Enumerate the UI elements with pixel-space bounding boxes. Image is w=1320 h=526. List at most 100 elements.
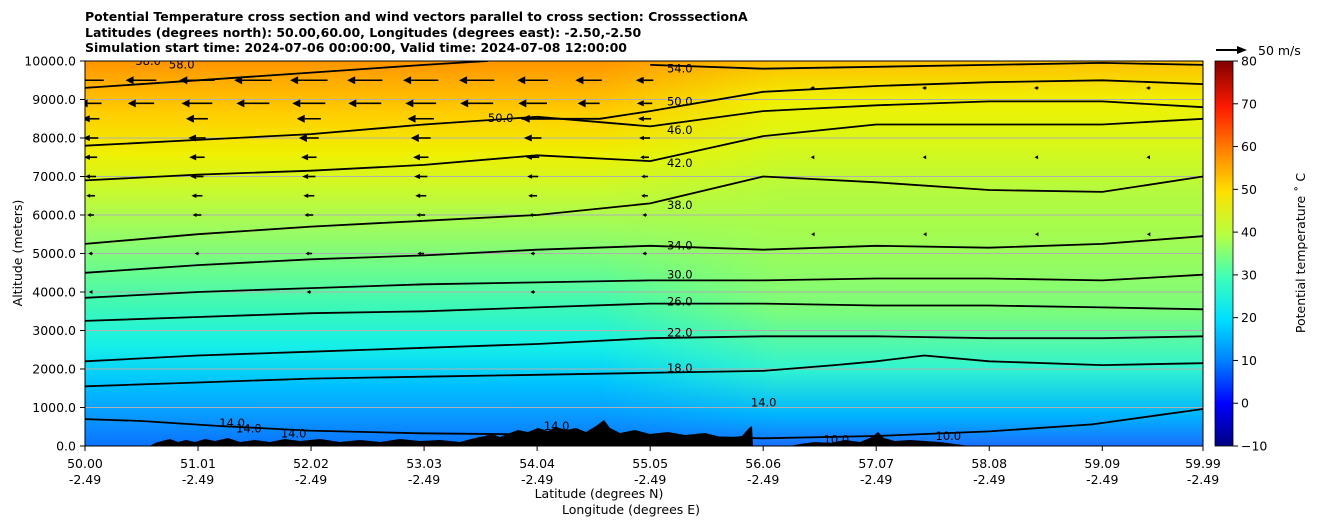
wind-arrow-head [642, 213, 646, 217]
x-axis-label-lon: Longitude (degrees E) [562, 502, 700, 517]
wind-arrow [922, 155, 927, 160]
wind-arrow [527, 174, 539, 179]
wind-arrow-head [85, 174, 91, 179]
wind-arrow [517, 76, 549, 85]
wind-arrow-head [415, 193, 421, 198]
y-tick-label: 1000.0 [32, 400, 76, 415]
wind-arrow [348, 99, 382, 108]
quiver-key-label: 50 m/s [1258, 43, 1301, 58]
wind-arrow [301, 154, 317, 161]
x-tick-label-lat: 58.08 [971, 456, 1007, 471]
wind-arrow-head [527, 174, 533, 179]
wind-arrow-head [191, 193, 197, 198]
x-tick-label-lat: 53.03 [406, 456, 442, 471]
wind-arrow [530, 251, 535, 256]
x-tick-label-lon: -2.49 [747, 472, 779, 487]
wind-arrow [810, 155, 815, 160]
wind-arrow-head [179, 76, 188, 85]
wind-arrow-head [460, 99, 469, 108]
colorbar-label: Potential temperature ˚ C [1293, 173, 1308, 334]
contour-label: 42.0 [667, 156, 693, 170]
contour-label: 58.0 [135, 54, 161, 68]
wind-arrow [810, 85, 815, 90]
x-tick-label-lat: 54.04 [519, 456, 555, 471]
contour-line [650, 62, 1203, 70]
x-tick-label-lat: 52.02 [293, 456, 329, 471]
colorbar-tick-label: 30 [1241, 267, 1257, 282]
wind-arrow-head [194, 251, 199, 256]
wind-arrow [414, 173, 428, 180]
wind-arrow-head [88, 251, 92, 256]
contour-label: 14.0 [281, 427, 307, 441]
wind-arrow-head [413, 154, 420, 161]
x-tick-label-lon: -2.49 [860, 472, 892, 487]
wind-arrow [403, 76, 439, 85]
wind-arrow-head [577, 99, 586, 108]
wind-arrow [923, 232, 927, 237]
wind-arrow-head [86, 193, 91, 198]
wind-arrow-head [526, 154, 532, 160]
wind-arrow [417, 251, 425, 256]
wind-arrow-head [410, 134, 419, 142]
contour-label: 46.0 [667, 123, 693, 137]
colorbar-tick-label: 20 [1241, 310, 1257, 325]
wind-arrow-head [810, 85, 814, 90]
wind-arrow [575, 76, 602, 85]
contour-line [85, 354, 1203, 388]
x-tick-label-lat: 50.00 [67, 456, 103, 471]
wind-arrow [192, 213, 202, 217]
wind-arrow-head [306, 290, 311, 294]
wind-arrow [1034, 232, 1039, 237]
contour-label: 58.0 [701, 50, 727, 64]
wind-arrow-head [125, 76, 134, 85]
wind-arrow-head [1146, 232, 1151, 237]
wind-arrow [85, 154, 98, 160]
contour-label: 30.0 [667, 268, 693, 282]
wind-arrow-head [301, 154, 309, 161]
wind-arrow-head [405, 99, 414, 108]
wind-arrow [86, 193, 95, 198]
y-tick-label: 2000.0 [32, 362, 76, 377]
wind-arrow [88, 290, 93, 294]
contour-label: 54.0 [667, 62, 693, 76]
wind-arrow-head [292, 99, 301, 108]
contour-line [85, 61, 488, 89]
wind-arrow-head [810, 155, 815, 160]
wind-arrow [88, 251, 93, 256]
wind-arrow [922, 85, 927, 90]
wind-arrow [292, 99, 326, 108]
wind-arrow [85, 134, 99, 142]
x-tick-label-lon: -2.49 [521, 472, 553, 487]
wind-arrow [87, 213, 94, 217]
x-axis-label-lat: Latitude (degrees N) [535, 486, 664, 501]
wind-arrow-head [188, 134, 197, 142]
y-tick-label: 6000.0 [32, 208, 76, 223]
contour-label: 58.0 [169, 58, 195, 72]
colorbar-tick-label: 0 [1241, 396, 1249, 411]
x-tick-label-lat: 59.99 [1185, 456, 1221, 471]
colorbar-tick-label: 10 [1241, 353, 1257, 368]
wind-arrow [416, 213, 426, 217]
wind-arrow [304, 213, 314, 217]
quiver-key-arrowhead [1237, 46, 1247, 54]
x-tick-label-lon: -2.49 [295, 472, 327, 487]
wind-arrow-head [1146, 155, 1151, 160]
wind-arrow-head [1145, 85, 1150, 90]
contour-line [85, 302, 1203, 322]
wind-arrow-head [185, 114, 194, 123]
contour-label: 38.0 [667, 198, 693, 212]
wind-arrow-head [127, 99, 136, 108]
wind-arrow-head [181, 99, 190, 108]
wind-arrow [518, 99, 547, 108]
wind-arrow [405, 99, 437, 108]
wind-arrow [635, 76, 654, 84]
wind-arrow-head [1034, 155, 1039, 160]
contour-label: 50.0 [488, 111, 514, 125]
wind-arrow [188, 134, 206, 142]
wind-arrow-head [635, 76, 644, 84]
wind-arrow-head [518, 99, 527, 108]
contour-label: 22.0 [667, 325, 693, 339]
contour-label: 14.0 [219, 416, 245, 430]
contour-line [85, 235, 1203, 274]
